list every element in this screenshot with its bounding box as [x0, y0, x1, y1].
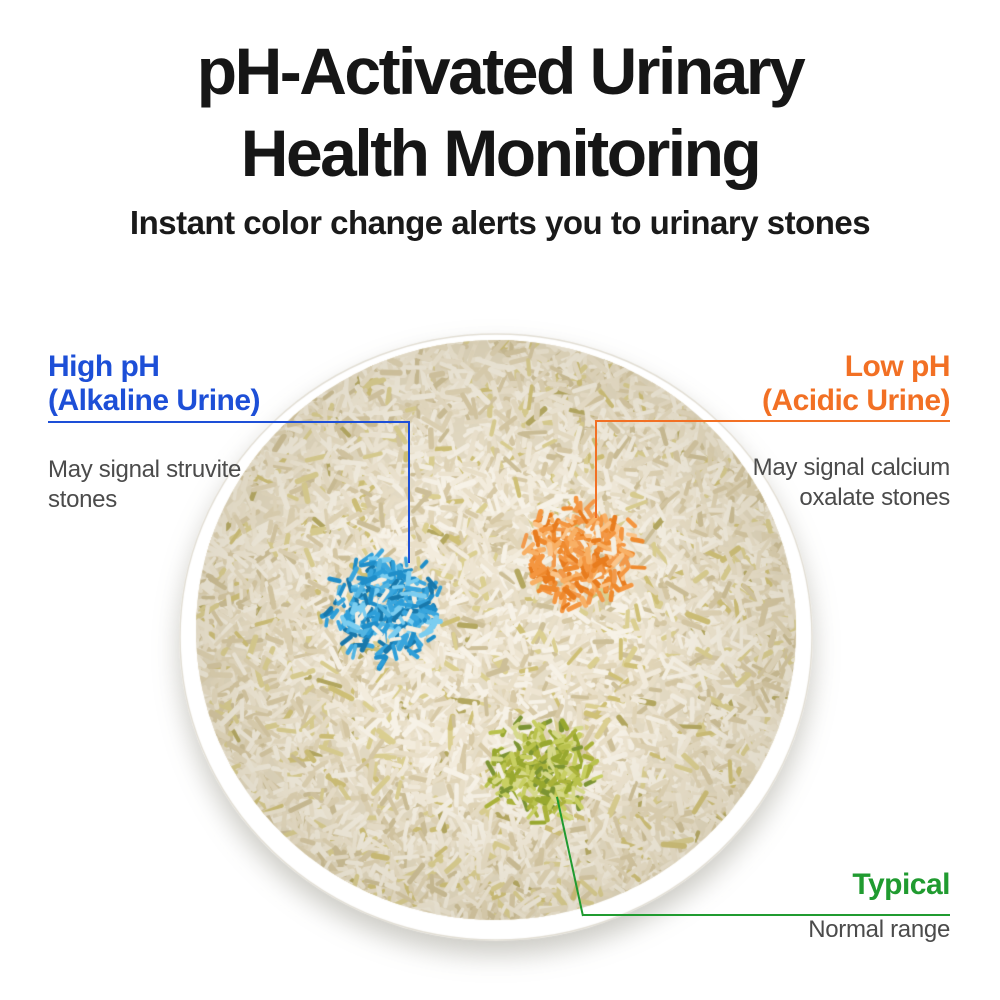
callout-high-ph: High pH (Alkaline Urine) May signal stru… [48, 350, 418, 515]
callout-low-ph: Low pH (Acidic Urine) May signal calcium… [580, 350, 951, 513]
low-ph-connector-line [595, 420, 597, 518]
high-ph-connector-line [408, 421, 410, 563]
high-ph-subheading: (Alkaline Urine) [48, 384, 261, 417]
high-ph-heading: High pH [48, 350, 160, 383]
typical-underline [582, 914, 950, 916]
typical-description: Normal range [808, 916, 950, 943]
page-title: pH-Activated Urinary Health Monitoring [0, 30, 1000, 194]
page-title-line2: Health Monitoring [240, 116, 762, 190]
high-ph-underline [48, 421, 409, 423]
low-ph-subheading: (Acidic Urine) [761, 384, 951, 417]
low-ph-underline [595, 420, 950, 422]
page-title-line1: pH-Activated Urinary [196, 34, 806, 108]
callout-typical: Typical Normal range [570, 868, 950, 945]
low-ph-description: May signal calcium oxalate stones [752, 454, 951, 511]
page-subtitle: Instant color change alerts you to urina… [129, 204, 871, 241]
typical-heading: Typical [852, 868, 950, 901]
high-ph-description: May signal struvite stones [48, 456, 242, 513]
low-ph-heading: Low pH [844, 350, 951, 383]
